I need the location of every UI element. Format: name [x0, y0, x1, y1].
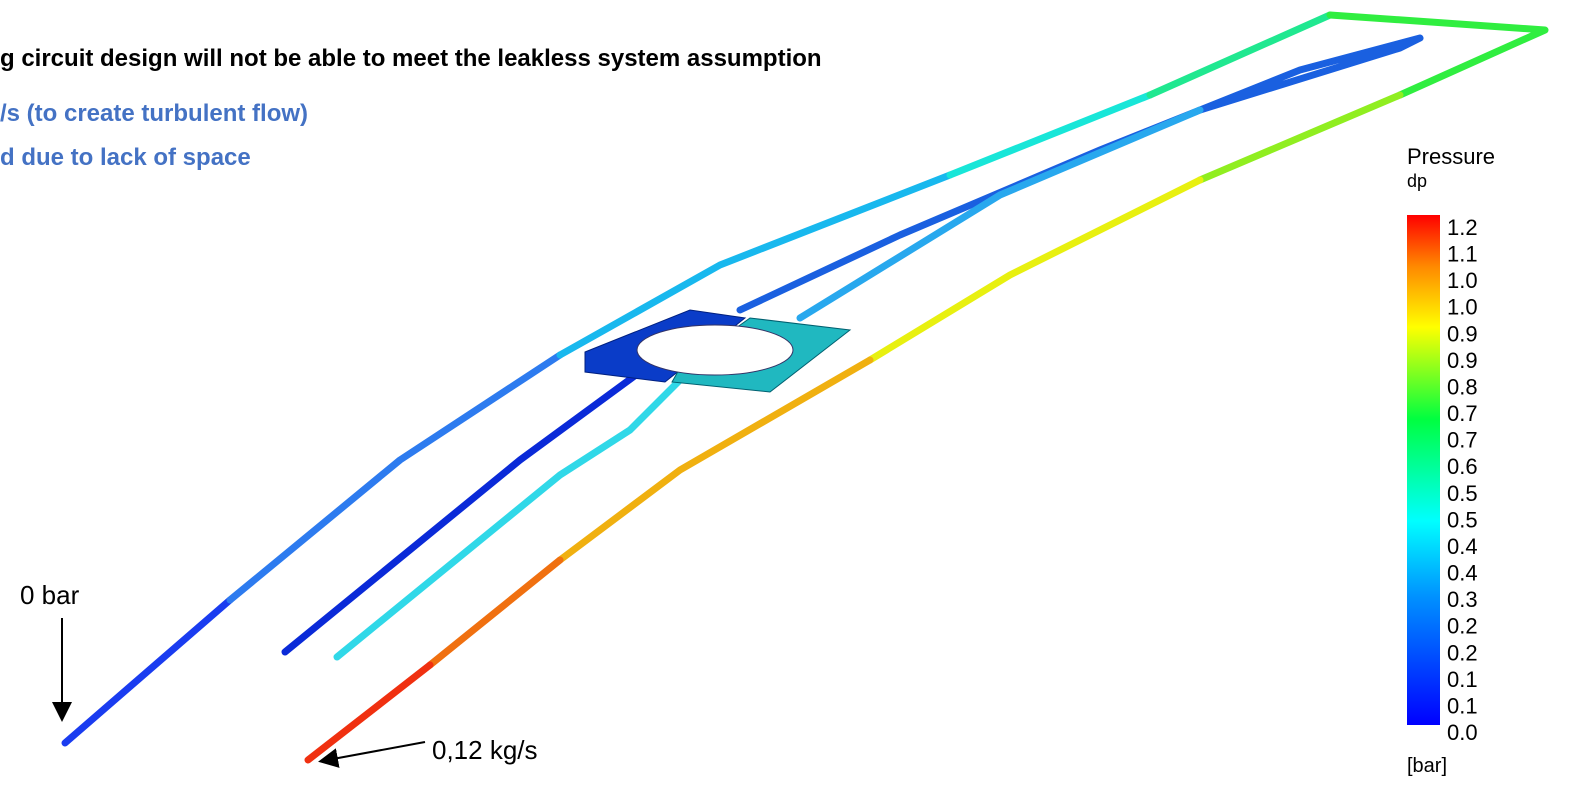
legend-tick-label: 0.7 [1447, 428, 1478, 453]
legend-variable: dp [1407, 171, 1427, 191]
slide: g circuit design will not be able to mee… [0, 0, 1583, 786]
legend-tick-label: 0.3 [1447, 587, 1478, 612]
legend-tick-label: 0.9 [1447, 321, 1478, 346]
legend-tick-label: 0.2 [1447, 640, 1478, 665]
color-bar [1407, 215, 1440, 725]
legend-tick-label: 0.7 [1447, 401, 1478, 426]
legend-tick-label: 0.1 [1447, 693, 1478, 718]
bullet: /s (to create turbulent flow) [0, 100, 308, 127]
legend-tick-label: 0.6 [1447, 454, 1478, 479]
legend-tick-label: 0.0 [1447, 720, 1478, 745]
legend-unit: [bar] [1407, 755, 1447, 777]
legend-tick-label: 0.1 [1447, 667, 1478, 692]
legend-tick-label: 0.8 [1447, 374, 1478, 399]
inlet-label: 0,12 kg/s [432, 735, 538, 765]
legend-tick-label: 0.2 [1447, 614, 1478, 639]
legend-title: Pressure [1407, 144, 1495, 169]
legend-tick-label: 0.4 [1447, 534, 1478, 559]
slide-canvas: g circuit design will not be able to mee… [0, 0, 1583, 786]
inlet-arrow [322, 742, 425, 761]
bullet: d due to lack of space [0, 144, 251, 171]
legend-tick-label: 0.5 [1447, 507, 1478, 532]
outlet-label: 0 bar [20, 580, 80, 610]
legend-tick-label: 1.0 [1447, 295, 1478, 320]
legend-tick-label: 1.1 [1447, 242, 1478, 267]
legend-tick-label: 0.5 [1447, 481, 1478, 506]
heading: g circuit design will not be able to mee… [0, 45, 822, 72]
legend-tick-label: 0.4 [1447, 561, 1478, 586]
legend-tick-label: 1.2 [1447, 215, 1478, 240]
legend-ticks: 1.21.11.01.00.90.90.80.70.70.60.50.50.40… [1447, 215, 1478, 745]
legend-tick-label: 0.9 [1447, 348, 1478, 373]
legend-tick-label: 1.0 [1447, 268, 1478, 293]
